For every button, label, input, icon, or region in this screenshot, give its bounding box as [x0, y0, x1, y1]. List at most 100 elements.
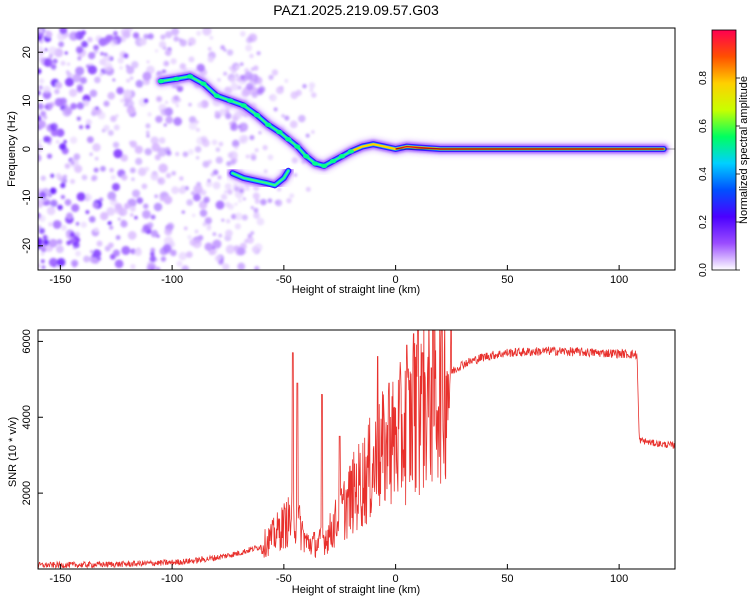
- noise-blob: [234, 145, 239, 150]
- noise-blob: [65, 70, 70, 74]
- noise-blob: [163, 195, 173, 205]
- noise-blob: [195, 127, 200, 132]
- noise-blob: [165, 116, 173, 124]
- noise-blob: [117, 57, 124, 64]
- noise-blob: [55, 245, 64, 254]
- noise-blob: [237, 262, 246, 270]
- noise-blob: [109, 167, 114, 173]
- noise-blob: [146, 60, 150, 64]
- noise-blob: [134, 215, 138, 220]
- noise-blob: [130, 205, 136, 212]
- noise-blob: [57, 204, 63, 211]
- noise-blob: [45, 31, 53, 38]
- top-x-tick-label: -100: [161, 274, 183, 286]
- noise-blob: [188, 121, 197, 131]
- noise-blob: [123, 89, 132, 98]
- noise-blob: [60, 224, 67, 231]
- noise-blob: [99, 72, 103, 77]
- noise-blob: [268, 95, 273, 100]
- noise-blob: [220, 45, 225, 50]
- noise-blob: [42, 234, 48, 240]
- colorbar-tick-label: 0.8: [698, 71, 709, 85]
- noise-blob: [86, 136, 94, 144]
- noise-blob: [193, 193, 201, 202]
- noise-blob: [84, 197, 90, 202]
- noise-blob: [207, 178, 211, 183]
- noise-blob: [130, 213, 134, 217]
- noise-blob: [160, 108, 168, 116]
- noise-blob: [253, 207, 259, 213]
- noise-blob: [63, 140, 67, 144]
- noise-blob: [130, 263, 136, 270]
- top-y-ticks: -20 -10 0 10 20: [21, 46, 43, 254]
- noise-blob: [236, 76, 242, 82]
- noise-blob: [56, 257, 66, 267]
- noise-blob: [80, 221, 87, 228]
- noise-blob: [131, 177, 135, 182]
- noise-blob: [71, 161, 75, 165]
- noise-blob: [154, 49, 159, 53]
- noise-blob: [48, 46, 58, 56]
- noise-blob: [128, 140, 134, 145]
- track-peak: [338, 154, 346, 159]
- noise-blob: [225, 244, 235, 254]
- noise-blob: [83, 255, 91, 263]
- noise-blob: [73, 153, 81, 161]
- noise-blob: [175, 104, 179, 108]
- noise-blob: [187, 234, 192, 240]
- noise-blob: [75, 46, 84, 54]
- noise-blob: [147, 112, 152, 117]
- noise-blob: [43, 239, 50, 246]
- colorbar-label: Normalized spectral amplitude: [738, 76, 750, 224]
- secondary-track-line: [231, 169, 290, 187]
- noise-blob: [245, 44, 253, 52]
- noise-blob: [251, 91, 258, 99]
- noise-blob: [42, 197, 51, 206]
- noise-blob: [250, 155, 257, 161]
- noise-blob: [38, 120, 46, 129]
- noise-blob: [225, 229, 233, 238]
- noise-blob: [126, 78, 131, 83]
- noise-blob: [93, 227, 99, 233]
- noise-blob: [311, 92, 317, 98]
- top-y-tick-label: -10: [21, 189, 33, 205]
- noise-blob: [220, 193, 228, 201]
- noise-blob: [38, 103, 44, 110]
- noise-blob: [82, 99, 90, 107]
- noise-blob: [234, 186, 240, 192]
- noise-blob: [242, 197, 246, 201]
- noise-blob: [109, 39, 118, 47]
- noise-blob: [85, 124, 91, 130]
- noise-blob: [41, 265, 46, 270]
- noise-blob: [197, 102, 204, 109]
- noise-blob: [202, 28, 212, 36]
- noise-blob: [62, 174, 68, 179]
- noise-blob: [245, 187, 250, 191]
- noise-blob: [48, 238, 58, 248]
- noise-blob: [81, 40, 89, 48]
- noise-blob: [155, 266, 161, 270]
- noise-blob: [215, 147, 221, 152]
- noise-blob: [225, 112, 232, 120]
- noise-blob: [69, 136, 78, 144]
- noise-blob: [113, 149, 123, 159]
- noise-blob: [143, 98, 149, 104]
- noise-blob: [38, 191, 47, 200]
- colorbar-tick-label: 0.4: [698, 167, 709, 181]
- track-peak: [173, 76, 180, 82]
- noise-blobs: [38, 28, 317, 270]
- noise-blob: [207, 56, 214, 63]
- noise-blob: [207, 159, 213, 165]
- noise-blob: [256, 51, 261, 56]
- noise-blob: [96, 240, 103, 247]
- noise-blob: [97, 256, 102, 261]
- track-peak: [186, 74, 194, 79]
- noise-blob: [309, 88, 314, 93]
- noise-blob: [62, 107, 72, 117]
- top-x-tick-label: 100: [610, 274, 628, 286]
- noise-blob: [279, 85, 284, 91]
- noise-blob: [109, 198, 118, 206]
- noise-blob: [234, 223, 241, 230]
- noise-blob: [48, 222, 53, 227]
- noise-blob: [95, 106, 99, 110]
